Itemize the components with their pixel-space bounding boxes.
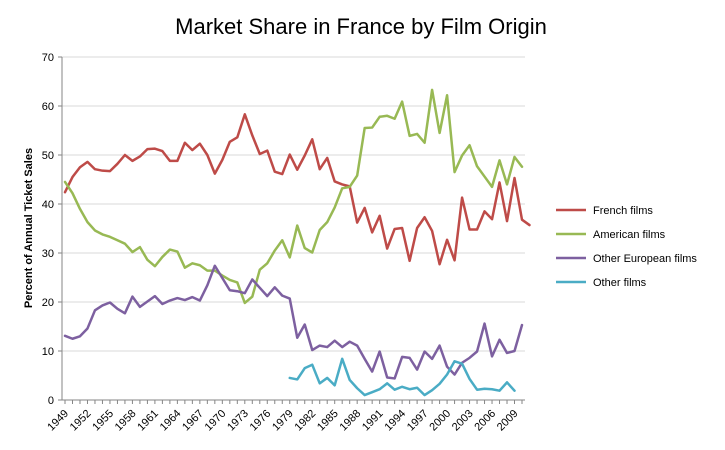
x-tick-label: 1997 — [405, 408, 431, 434]
x-tick-label: 2006 — [472, 408, 498, 434]
x-tick-label: 1985 — [315, 408, 341, 434]
y-tick-label: 70 — [42, 52, 54, 64]
gridlines — [62, 56, 525, 352]
series-line-american-films — [63, 88, 524, 305]
x-tick-label: 1970 — [203, 408, 229, 434]
series-line-other-european-films — [63, 264, 524, 380]
chart-title: Market Share in France by Film Origin — [175, 14, 547, 39]
y-tick-label: 40 — [42, 199, 54, 211]
series-line-french-films — [63, 113, 531, 266]
x-tick-label: 1967 — [180, 408, 206, 434]
x-tick-label: 2009 — [495, 408, 521, 434]
x-tick-label: 1958 — [113, 408, 139, 434]
x-tick-label: 2003 — [450, 408, 476, 434]
y-tick-label: 10 — [42, 346, 54, 358]
series-line-other-films — [288, 357, 516, 397]
x-tick-label: 1988 — [338, 408, 364, 434]
x-tick-label: 2000 — [427, 408, 453, 434]
y-axis-label: Percent of Annual Ticket Sales — [23, 148, 35, 308]
y-tick-label: 0 — [48, 395, 54, 407]
x-tick-label: 1994 — [382, 408, 408, 434]
legend-label: Other European films — [593, 253, 697, 265]
y-tick-label: 50 — [42, 150, 54, 162]
x-tick-label: 1982 — [293, 408, 319, 434]
x-tick-label: 1973 — [225, 408, 251, 434]
y-tick-label: 60 — [42, 101, 54, 113]
x-tick-label: 1949 — [45, 408, 71, 434]
legend-label: Other films — [593, 277, 647, 289]
x-tick-label: 1976 — [248, 408, 274, 434]
y-tick-label: 30 — [42, 248, 54, 260]
series-lines — [63, 88, 531, 397]
legend: French films American films Other European… — [556, 205, 697, 289]
legend-label: American films — [593, 229, 666, 241]
y-tick-label: 20 — [42, 297, 54, 309]
x-tick-label: 1952 — [68, 408, 94, 434]
x-tick-label: 1991 — [360, 408, 386, 434]
x-tick-label: 1961 — [135, 408, 161, 434]
x-tick-label: 1955 — [90, 408, 116, 434]
x-tick-label: 1964 — [158, 408, 184, 434]
legend-label: French films — [593, 205, 653, 217]
x-tick-label: 1979 — [270, 408, 296, 434]
